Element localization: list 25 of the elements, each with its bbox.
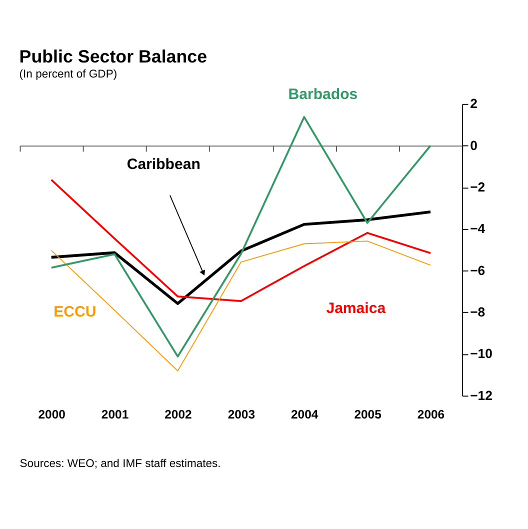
x-tick-label: 2006 [417, 408, 445, 422]
y-tick-label: −2 [470, 180, 486, 195]
line-series [50, 240, 431, 372]
y-tick-label: −10 [470, 346, 492, 362]
x-tick-label: 2000 [38, 408, 66, 422]
y-tick-label: −6 [470, 262, 486, 278]
series-label: ECCU [54, 303, 96, 320]
line-series [50, 116, 432, 358]
series-label: Barbados [288, 86, 358, 104]
chart-title: Public Sector Balance [19, 46, 208, 66]
chart-subtitle: (In percent of GDP) [19, 68, 118, 81]
text: Jamaica [326, 300, 386, 318]
y-tick-label: −12 [470, 388, 492, 403]
line-series [50, 178, 432, 302]
source-note: Sources: WEO; and IMF staff estimates. [20, 458, 221, 470]
y-tick-label: 2 [470, 96, 478, 112]
x-tick-label: 2005 [354, 408, 382, 422]
x-tick-label: 2002 [164, 408, 192, 422]
text: Caribbean [126, 156, 200, 173]
y-tick-label: −4 [470, 221, 486, 236]
x-tick-label: 2004 [291, 408, 318, 422]
y-tick-label: 0 [470, 138, 478, 153]
y-tick-label: −8 [470, 304, 486, 320]
x-tick-label: 2003 [228, 408, 256, 422]
x-tick-label: 2001 [101, 408, 129, 422]
